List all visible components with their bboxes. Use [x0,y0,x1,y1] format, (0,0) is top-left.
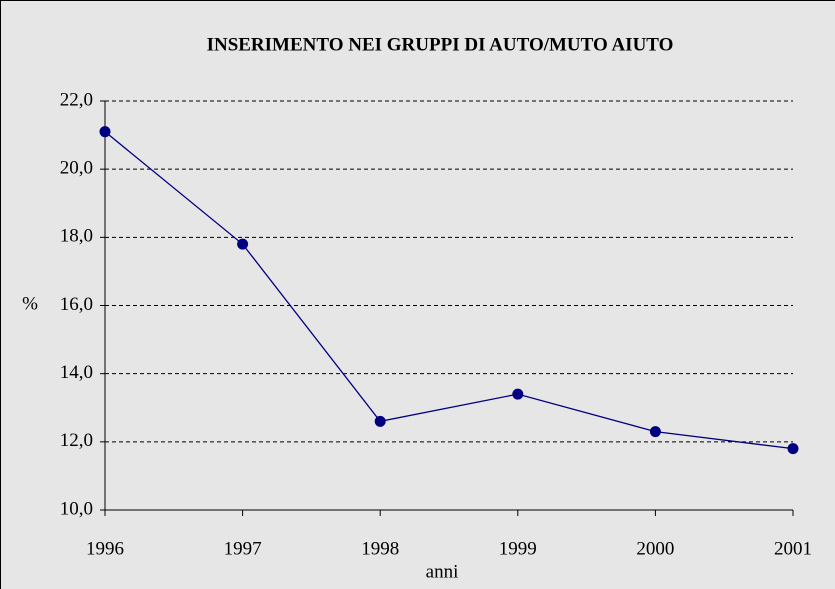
chart-title: INSERIMENTO NEI GRUPPI DI AUTO/MUTO AIUT… [207,34,674,55]
data-point [649,426,661,438]
y-tick-label: 16,0 [60,294,93,315]
x-tick-label: 1997 [224,538,262,559]
data-point [374,415,386,427]
data-point [512,388,524,400]
data-point [99,126,111,138]
data-line [104,131,794,450]
y-axis-label: % [22,293,38,314]
y-tick-label: 22,0 [60,89,93,110]
data-point [237,238,249,250]
y-tick-label: 20,0 [60,158,93,179]
x-tick-label: 1999 [499,538,537,559]
y-tick-label: 12,0 [60,430,93,451]
x-tick-label: 2000 [636,538,674,559]
x-tick-label: 1998 [361,538,399,559]
x-tick-label: 2001 [774,538,812,559]
x-tick-label: 1996 [86,538,124,559]
data-point [787,443,799,455]
y-tick-label: 10,0 [60,498,93,519]
y-tick-label: 14,0 [60,362,93,383]
y-tick-label: 18,0 [60,226,93,247]
x-axis-label: anni [426,561,459,582]
